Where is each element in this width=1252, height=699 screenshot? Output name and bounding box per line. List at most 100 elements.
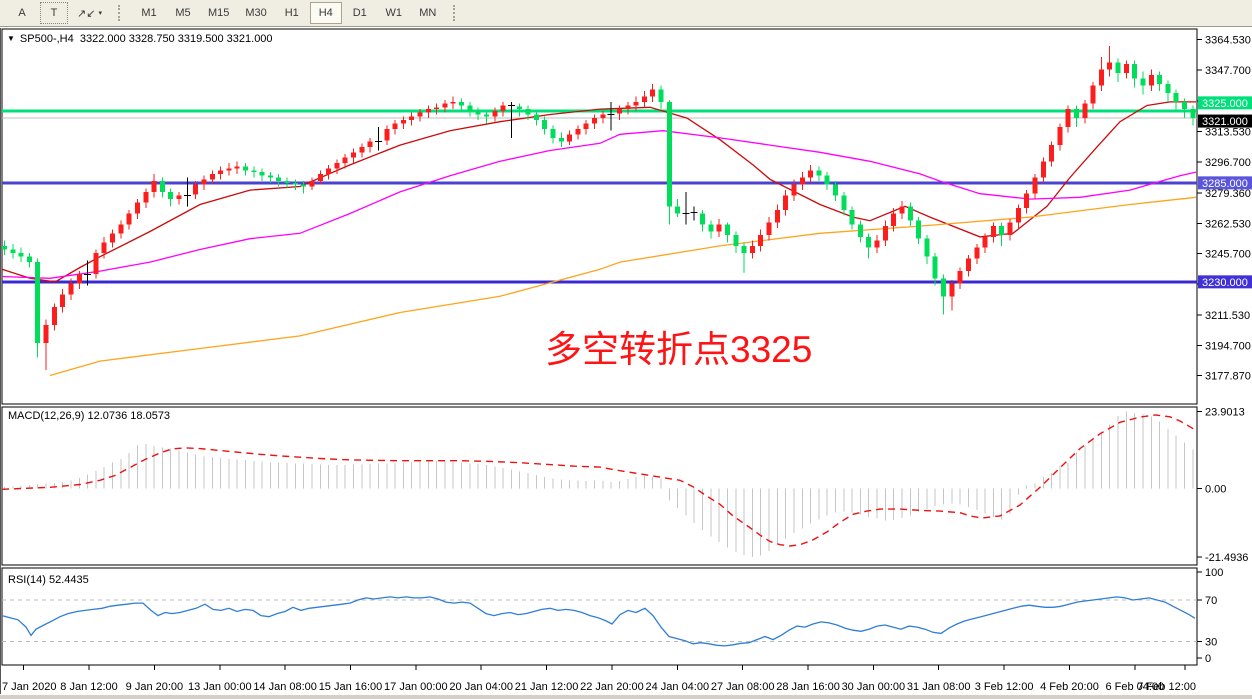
timeframe-button-W1[interactable]: W1 (385, 7, 403, 19)
macd-axis-label: -21.4936 (1205, 552, 1248, 564)
macd-panel[interactable] (1, 406, 1198, 566)
candle-down (816, 170, 822, 176)
toolbar-grip[interactable] (452, 5, 461, 21)
macd-axis-label: 23.9013 (1205, 407, 1245, 419)
candle-down (35, 262, 41, 344)
macd-axis-label: 0.00 (1205, 483, 1226, 495)
candle-down (1132, 64, 1138, 79)
candle-up (317, 173, 323, 182)
candle-up (949, 283, 955, 297)
price-tag-label: 3285.000 (1202, 178, 1248, 190)
candle-down (18, 253, 24, 257)
price-tag-label: 3321.000 (1202, 116, 1248, 128)
chart-ohlc-values: 3322.000 3328.750 3319.500 3321.000 (79, 33, 273, 45)
chart-annotation-text[interactable]: 多空转折点3325 (545, 329, 813, 370)
candle-up (965, 258, 971, 272)
candle-up (982, 236, 988, 248)
time-axis-label: 15 Jan 16:00 (319, 681, 383, 693)
candle-up (76, 274, 82, 284)
candle-up (176, 195, 182, 200)
candle-down (276, 177, 282, 182)
candle-up (492, 110, 498, 117)
candle-down (1182, 101, 1188, 110)
candle-up (134, 202, 140, 214)
timeframe-button-H4[interactable]: H4 (309, 2, 342, 24)
candle-up (1082, 103, 1088, 119)
rsi-axis-label: 30 (1205, 637, 1217, 649)
time-axis-label: 7 Feb 12:00 (1137, 681, 1196, 693)
candle-up (326, 168, 332, 174)
candle-up (334, 163, 340, 169)
rsi-axis-label: 0 (1205, 653, 1211, 665)
candle-up (1123, 64, 1129, 74)
ma-fast-red-line (1, 101, 1196, 283)
time-axis-label: 27 Jan 08:00 (711, 681, 775, 693)
candle-up (209, 173, 215, 180)
candle-down (259, 172, 265, 176)
candle-down (932, 256, 938, 279)
candle-down (475, 110, 481, 115)
chart-symbol: SP500-,H4 (19, 33, 74, 45)
toolbar-grip[interactable] (117, 5, 126, 21)
price-axis-tick-label: 3279.360 (1205, 188, 1251, 200)
candle-up (500, 105, 506, 111)
time-axis-label: 17 Jan 00:00 (384, 681, 448, 693)
candle-down (242, 166, 248, 171)
timeframe-button-M1[interactable]: M1 (141, 7, 157, 19)
candle-up (51, 307, 57, 326)
time-axis-label: 8 Jan 12:00 (60, 681, 118, 693)
candle-down (251, 170, 257, 173)
timeframe-button-MN[interactable]: MN (419, 7, 437, 19)
candle-up (600, 114, 606, 119)
candle-down (2, 245, 7, 250)
candle-down (708, 224, 714, 232)
price-axis-tick-label: 3262.530 (1205, 218, 1251, 230)
candle-down (1173, 92, 1179, 102)
candle-up (1090, 85, 1096, 104)
rsi-line (1, 596, 1196, 647)
main-chart-panel[interactable] (1, 28, 1198, 405)
candle-down (700, 213, 706, 225)
diagonal-arrows-tool-button[interactable]: ↗↙ ▾ (77, 7, 102, 20)
text-tool-button[interactable]: T (40, 2, 68, 24)
time-axis-label: 4 Feb 20:00 (1040, 681, 1099, 693)
timeframe-button-M15[interactable]: M15 (207, 7, 230, 19)
candle-down (1190, 109, 1196, 119)
candle-down (824, 175, 830, 185)
price-tag-3321 (1198, 114, 1252, 128)
candle-up (791, 184, 797, 196)
candle-up (1024, 193, 1030, 209)
candle-down (941, 278, 947, 297)
rsi-axis-label: 70 (1205, 595, 1217, 607)
candle-down (866, 236, 872, 248)
timeframe-button-M30[interactable]: M30 (245, 7, 267, 19)
timeframe-button-H1[interactable]: H1 (284, 7, 299, 19)
candle-up (641, 96, 647, 102)
candle-down (907, 206, 913, 221)
time-axis-label: 9 Jan 20:00 (126, 681, 184, 693)
ma-medium-magenta-line (1, 130, 1197, 279)
letter-a-tool-button[interactable]: A (18, 7, 26, 19)
candle-down (741, 245, 747, 254)
candle-down (525, 109, 531, 115)
dropdown-caret-icon: ▾ (98, 10, 102, 17)
time-axis-label: 3 Feb 12:00 (975, 681, 1034, 693)
candle-down (467, 105, 473, 111)
candle-up (716, 224, 722, 232)
time-axis-label: 22 Jan 20:00 (580, 681, 644, 693)
chart-menu-triangle-icon[interactable]: ▼ (7, 34, 15, 43)
time-axis-label: 20 Jan 04:00 (449, 681, 513, 693)
time-axis-label: 24 Jan 04:00 (645, 681, 709, 693)
timeframe-button-D1[interactable]: D1 (352, 7, 367, 19)
rsi-panel[interactable] (1, 567, 1198, 666)
price-axis-tick-label: 3296.700 (1205, 157, 1251, 169)
price-axis-tick-label: 3347.700 (1205, 65, 1251, 77)
candle-down (658, 89, 664, 102)
timeframe-button-M5[interactable]: M5 (175, 7, 191, 19)
candle-down (542, 119, 548, 129)
candle-up (417, 112, 423, 117)
candle-down (1165, 83, 1171, 93)
candle-down (857, 224, 863, 237)
candle-up (990, 226, 996, 237)
